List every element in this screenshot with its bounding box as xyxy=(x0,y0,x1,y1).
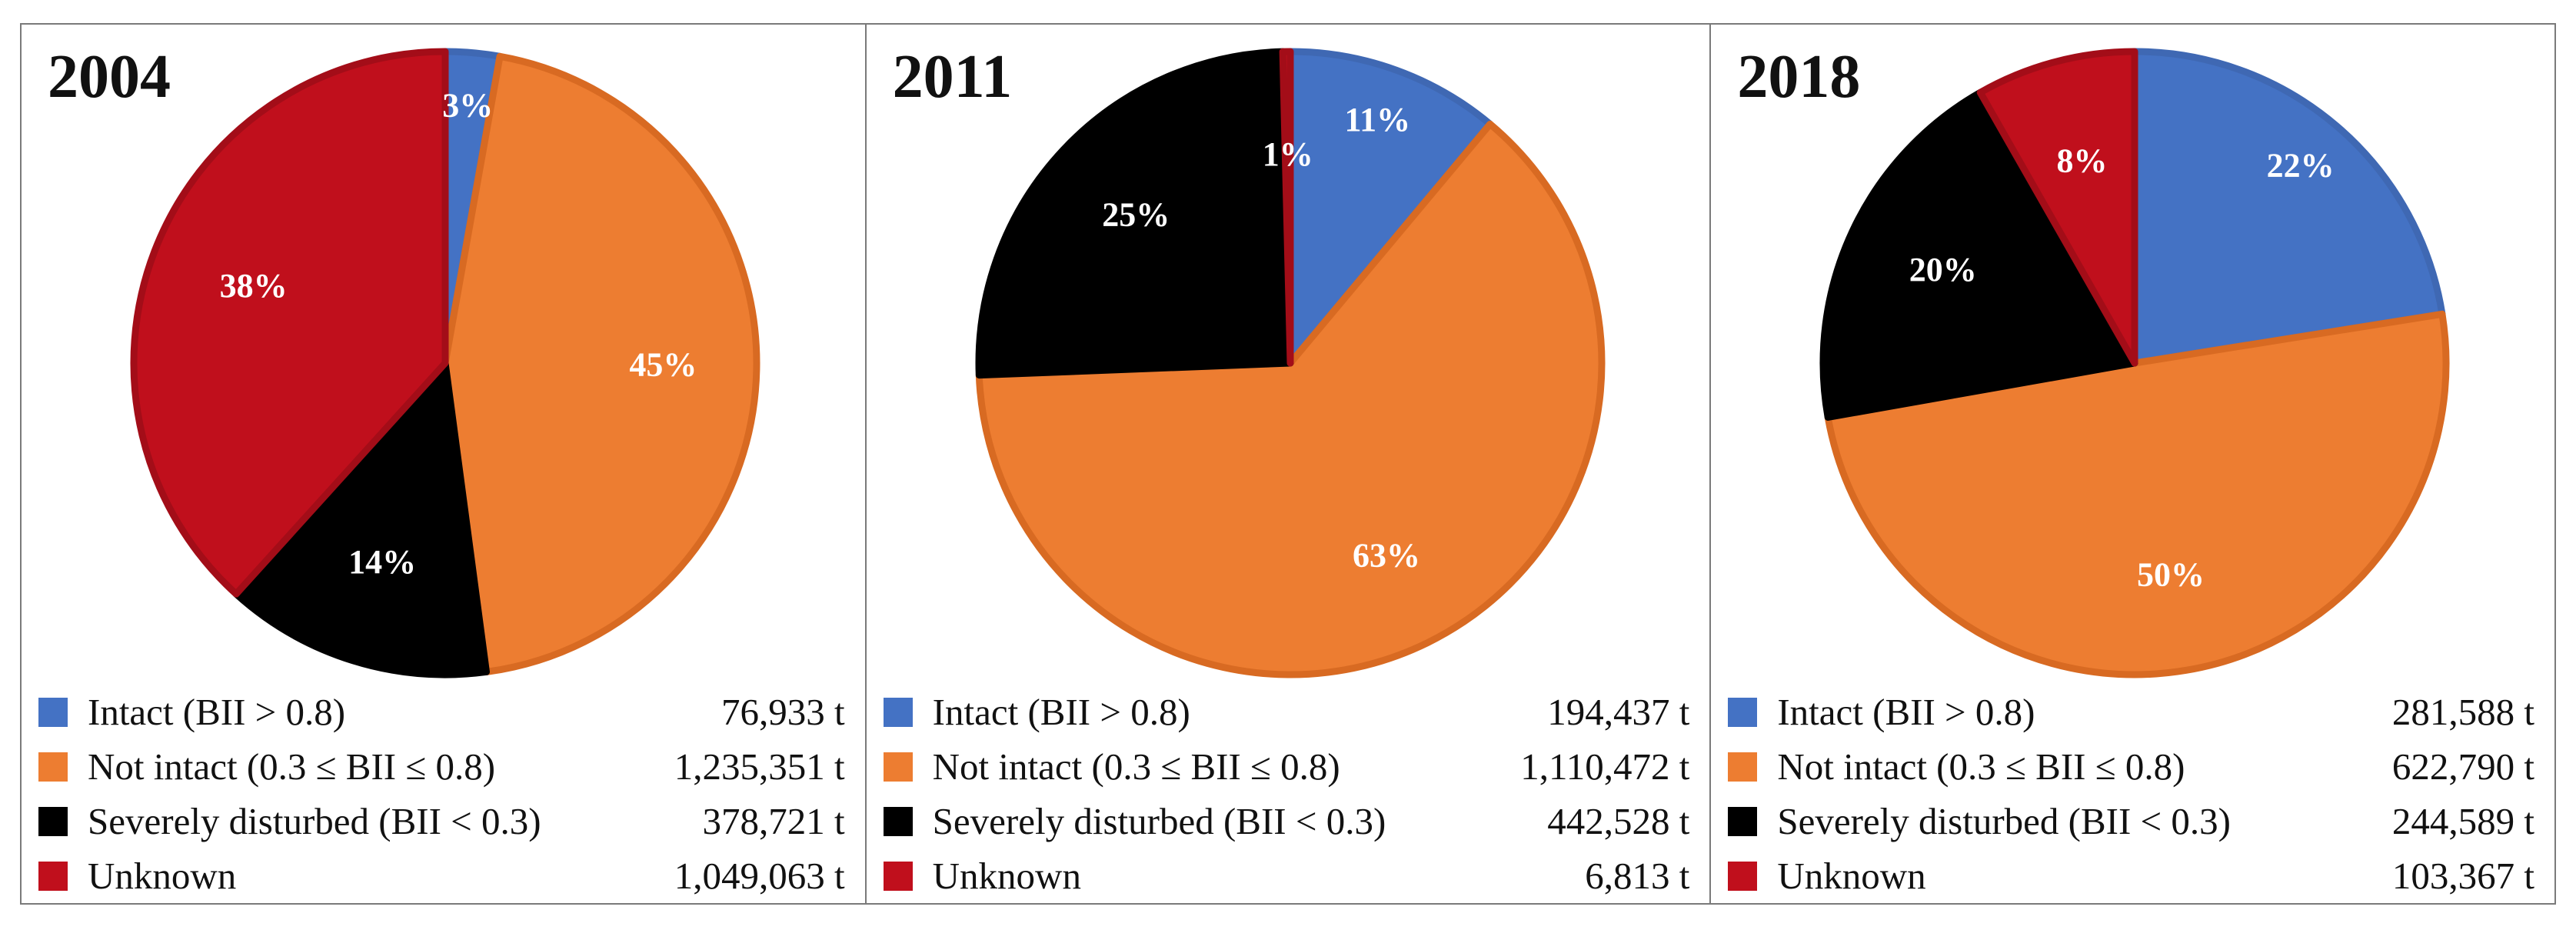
pie-label-intact: 3% xyxy=(442,86,493,124)
pie-label-severely-disturbed: 14% xyxy=(348,543,416,581)
legend-value-intact: 76,933 t xyxy=(721,691,845,733)
pie-label-not-intact: 50% xyxy=(2137,556,2205,594)
pie-slice-unknown xyxy=(1977,48,2138,367)
legend-label-unknown: Unknown xyxy=(932,855,1081,897)
legend-row-severely-disturbed: Severely disturbed (BII < 0.3) 244,589 t xyxy=(1728,794,2534,848)
legend-value-unknown: 1,049,063 t xyxy=(674,855,845,897)
pie-label-unknown: 8% xyxy=(2057,142,2108,180)
legend-label-severely-disturbed: Severely disturbed (BII < 0.3) xyxy=(932,800,1386,842)
legend-value-unknown: 6,813 t xyxy=(1585,855,1690,897)
legend-label-severely-disturbed: Severely disturbed (BII < 0.3) xyxy=(1777,800,2231,842)
legend-row-intact: Intact (BII > 0.8) 76,933 t xyxy=(38,685,845,739)
legend-value-intact: 194,437 t xyxy=(1547,691,1690,733)
pie-slice-unknown xyxy=(130,48,449,598)
pie-panel-2011: 11% 63% 25% 1% 2011 Intact (BII > 0.8) 194,4… xyxy=(867,25,1712,903)
pie-chart-2011: 11% 63% 25% 1% xyxy=(975,48,1606,678)
legend-label-unknown: Unknown xyxy=(88,855,237,897)
legend-label-unknown: Unknown xyxy=(1777,855,1926,897)
pie-slice-unknown xyxy=(1279,48,1294,367)
legend-row-severely-disturbed: Severely disturbed (BII < 0.3) 378,721 t xyxy=(38,794,845,848)
pie-slice-not-intact xyxy=(441,52,760,675)
legend-swatch-not-intact xyxy=(1728,752,1758,782)
pie-label-intact: 11% xyxy=(1344,101,1410,138)
legend-row-not-intact: Not intact (0.3 ≤ BII ≤ 0.8) 1,110,472 t xyxy=(883,739,1690,794)
legend-swatch-intact xyxy=(38,697,68,727)
pie-label-unknown: 38% xyxy=(220,267,288,305)
legend-row-intact: Intact (BII > 0.8) 281,588 t xyxy=(1728,685,2534,739)
legend-label-intact: Intact (BII > 0.8) xyxy=(88,691,346,733)
pie-slice-intact xyxy=(1286,48,1493,367)
legend-swatch-severely-disturbed xyxy=(38,806,68,836)
legend-label-intact: Intact (BII > 0.8) xyxy=(932,691,1190,733)
legend-value-not-intact: 622,790 t xyxy=(2391,745,2535,788)
legend-row-intact: Intact (BII > 0.8) 194,437 t xyxy=(883,685,1690,739)
legend-label-severely-disturbed: Severely disturbed (BII < 0.3) xyxy=(88,800,541,842)
legend-value-intact: 281,588 t xyxy=(2391,691,2535,733)
legend-row-not-intact: Not intact (0.3 ≤ BII ≤ 0.8) 1,235,351 t xyxy=(38,739,845,794)
legend-value-severely-disturbed: 378,721 t xyxy=(702,800,845,842)
pie-chart-2018: 22% 50% 20% 8% xyxy=(1819,48,2450,678)
legend-row-unknown: Unknown 103,367 t xyxy=(1728,848,2534,903)
legend-value-severely-disturbed: 244,589 t xyxy=(2391,800,2535,842)
chart-title-2011: 2011 xyxy=(892,43,1013,111)
pie-chart-2004: 3% 45% 14% 38% xyxy=(130,48,760,678)
legend-swatch-intact xyxy=(883,697,913,727)
pie-slice-severely-disturbed xyxy=(975,48,1294,379)
pie-label-severely-disturbed: 20% xyxy=(1909,251,1977,288)
legend-row-not-intact: Not intact (0.3 ≤ BII ≤ 0.8) 622,790 t xyxy=(1728,739,2534,794)
legend-swatch-unknown xyxy=(38,861,68,891)
chart-title-2018: 2018 xyxy=(1737,43,1861,111)
legend-label-not-intact: Not intact (0.3 ≤ BII ≤ 0.8) xyxy=(932,745,1340,788)
legend-label-intact: Intact (BII > 0.8) xyxy=(1777,691,2035,733)
pie-label-not-intact: 45% xyxy=(629,345,697,383)
legend-value-unknown: 103,367 t xyxy=(2391,855,2535,897)
pie-slice-severely-disturbed xyxy=(232,359,490,678)
legend-2011: Intact (BII > 0.8) 194,437 t Not intact (… xyxy=(883,685,1690,903)
pie-label-intact: 22% xyxy=(2267,146,2335,184)
pie-charts-figure: 3% 45% 14% 38% 2004 Intact (BII > 0.8) 76,93… xyxy=(20,23,2556,905)
legend-swatch-severely-disturbed xyxy=(1728,806,1758,836)
legend-2004: Intact (BII > 0.8) 76,933 t Not intact (0… xyxy=(38,685,845,903)
legend-swatch-not-intact xyxy=(883,752,913,782)
legend-value-severely-disturbed: 442,528 t xyxy=(1547,800,1690,842)
legend-row-unknown: Unknown 6,813 t xyxy=(883,848,1690,903)
pie-panel-2004: 3% 45% 14% 38% 2004 Intact (BII > 0.8) 76,93… xyxy=(22,25,867,903)
legend-row-unknown: Unknown 1,049,063 t xyxy=(38,848,845,903)
legend-label-not-intact: Not intact (0.3 ≤ BII ≤ 0.8) xyxy=(1777,745,2185,788)
legend-value-not-intact: 1,235,351 t xyxy=(674,745,845,788)
legend-value-not-intact: 1,110,472 t xyxy=(1520,745,1690,788)
pie-label-not-intact: 63% xyxy=(1353,537,1420,575)
legend-swatch-unknown xyxy=(883,861,913,891)
pie-slice-intact xyxy=(2131,48,2446,367)
chart-title-2004: 2004 xyxy=(48,43,171,111)
pie-slice-severely-disturbed xyxy=(1819,88,2138,421)
pie-label-severely-disturbed: 25% xyxy=(1102,196,1170,234)
legend-label-not-intact: Not intact (0.3 ≤ BII ≤ 0.8) xyxy=(88,745,496,788)
legend-2018: Intact (BII > 0.8) 281,588 t Not intact (… xyxy=(1728,685,2534,903)
legend-row-severely-disturbed: Severely disturbed (BII < 0.3) 442,528 t xyxy=(883,794,1690,848)
pie-label-unknown: 1% xyxy=(1262,135,1313,173)
pie-panel-2018: 22% 50% 20% 8% 2018 Intact (BII > 0.8) 281,5… xyxy=(1711,25,2554,903)
legend-swatch-intact xyxy=(1728,697,1758,727)
legend-swatch-unknown xyxy=(1728,861,1758,891)
legend-swatch-not-intact xyxy=(38,752,68,782)
legend-swatch-severely-disturbed xyxy=(883,806,913,836)
pie-slice-not-intact xyxy=(1825,310,2450,678)
pie-slice-not-intact xyxy=(975,120,1606,678)
